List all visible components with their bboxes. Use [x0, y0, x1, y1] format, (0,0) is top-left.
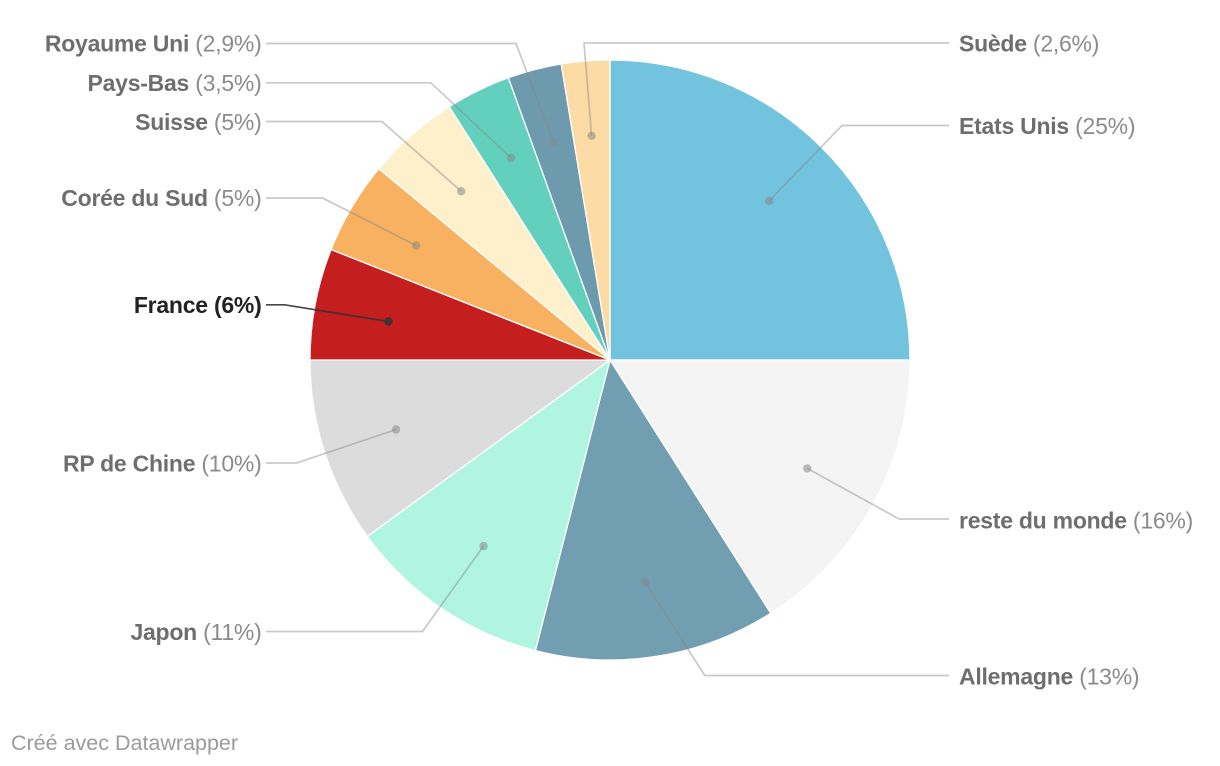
svg-text:Japon (11%): Japon (11%)	[130, 619, 261, 645]
svg-text:reste du monde (16%): reste du monde (16%)	[959, 507, 1193, 533]
svg-text:Etats Unis (25%): Etats Unis (25%)	[959, 113, 1135, 139]
svg-text:Suisse (5%): Suisse (5%)	[135, 109, 261, 135]
svg-text:France (6%): France (6%)	[134, 292, 262, 318]
svg-text:Corée du Sud (5%): Corée du Sud (5%)	[61, 185, 261, 211]
svg-text:Suède (2,6%): Suède (2,6%)	[959, 30, 1099, 56]
svg-text:Allemagne (13%): Allemagne (13%)	[959, 663, 1139, 689]
svg-text:Pays-Bas (3,5%): Pays-Bas (3,5%)	[88, 70, 262, 96]
svg-text:Royaume Uni (2,9%): Royaume Uni (2,9%)	[45, 31, 262, 57]
svg-text:RP de Chine (10%): RP de Chine (10%)	[63, 451, 262, 477]
svg-text:Créé avec Datawrapper: Créé avec Datawrapper	[11, 731, 238, 755]
